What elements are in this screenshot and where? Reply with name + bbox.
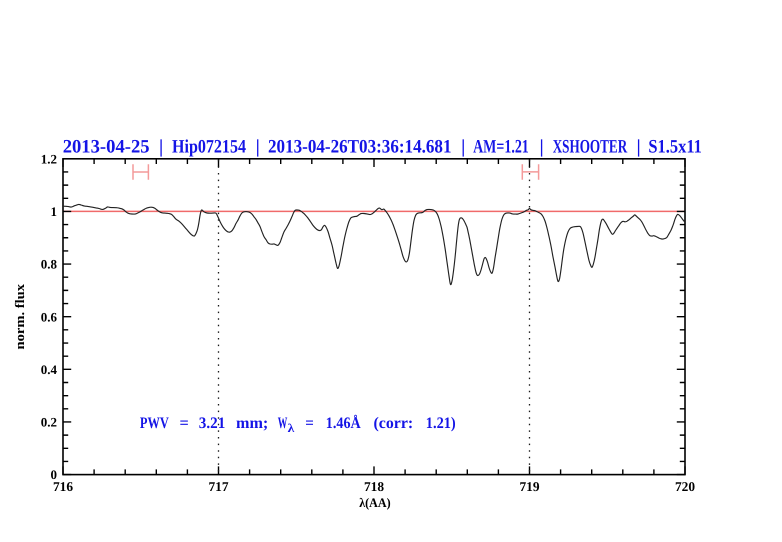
svg-text:1.46Å: 1.46Å — [326, 414, 361, 432]
svg-text:λ(AA): λ(AA) — [359, 495, 390, 510]
svg-text:AM=1.21: AM=1.21 — [473, 136, 529, 157]
svg-text:1.2: 1.2 — [41, 151, 57, 166]
svg-text:716: 716 — [53, 479, 73, 494]
svg-text:Hip072154: Hip072154 — [172, 136, 246, 157]
svg-text:λ: λ — [288, 421, 295, 435]
svg-text:718: 718 — [364, 479, 384, 494]
svg-text:PWV: PWV — [140, 415, 169, 432]
svg-text:W: W — [278, 415, 288, 432]
svg-text:717: 717 — [208, 479, 228, 494]
svg-text:3.21: 3.21 — [199, 415, 226, 432]
svg-text:0.4: 0.4 — [41, 362, 58, 377]
svg-text:|: | — [159, 136, 163, 157]
svg-text:=: = — [180, 415, 189, 432]
svg-text:(corr:: (corr: — [374, 415, 414, 432]
svg-text:2013-04-25: 2013-04-25 — [63, 136, 150, 157]
svg-text:0.6: 0.6 — [41, 309, 58, 324]
svg-text:mm;: mm; — [236, 415, 268, 432]
svg-text:720: 720 — [675, 479, 695, 494]
svg-text:2013-04-26T03:36:14.681: 2013-04-26T03:36:14.681 — [268, 136, 452, 157]
svg-text:|: | — [461, 136, 465, 157]
svg-text:1: 1 — [51, 204, 58, 219]
svg-text:0.8: 0.8 — [41, 257, 58, 272]
svg-text:|: | — [637, 136, 641, 157]
svg-text:0.2: 0.2 — [41, 415, 57, 430]
svg-text:=: = — [305, 415, 314, 432]
svg-text:|: | — [256, 136, 260, 157]
svg-text:1.21): 1.21) — [426, 415, 456, 432]
svg-text:XSHOOTER: XSHOOTER — [553, 136, 628, 157]
svg-text:S1.5x11: S1.5x11 — [648, 136, 702, 157]
svg-text:|: | — [540, 136, 544, 157]
svg-text:norm. flux: norm. flux — [12, 283, 27, 349]
svg-text:719: 719 — [519, 479, 539, 494]
svg-text:0: 0 — [51, 467, 58, 482]
